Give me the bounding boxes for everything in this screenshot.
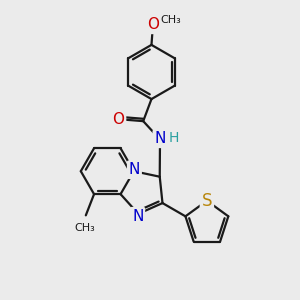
Text: N: N (154, 131, 166, 146)
Text: O: O (112, 112, 124, 127)
Text: CH₃: CH₃ (74, 223, 95, 233)
Text: N: N (129, 162, 140, 177)
Text: S: S (202, 192, 212, 210)
Text: CH₃: CH₃ (161, 15, 182, 25)
Text: O: O (147, 17, 159, 32)
Text: N: N (132, 209, 143, 224)
Text: H: H (168, 131, 179, 145)
